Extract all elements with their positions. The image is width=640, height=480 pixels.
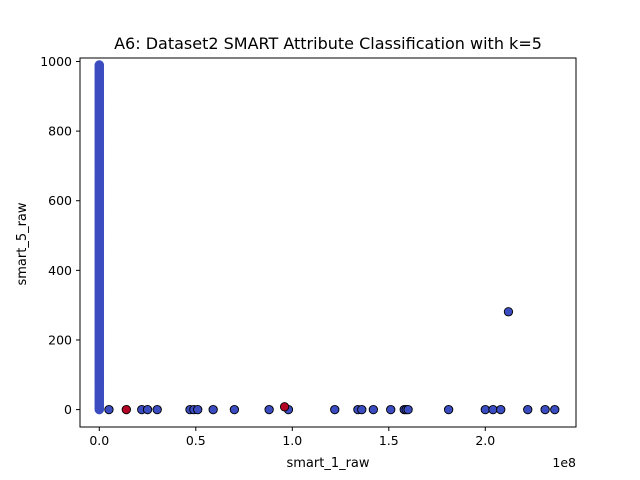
y-tick-label: 600 bbox=[48, 193, 72, 208]
y-tick-label: 1000 bbox=[40, 54, 72, 69]
y-tick-label: 200 bbox=[48, 332, 72, 347]
data-point bbox=[208, 404, 218, 415]
y-tick-label: 400 bbox=[48, 263, 72, 278]
chart-title: A6: Dataset2 SMART Attribute Classificat… bbox=[114, 34, 542, 53]
x-tick-label: 0.0 bbox=[89, 433, 109, 448]
data-point bbox=[523, 404, 533, 415]
axes-frame bbox=[79, 57, 577, 428]
data-point bbox=[121, 404, 131, 415]
data-point bbox=[480, 404, 490, 415]
data-point bbox=[503, 307, 514, 317]
data-point bbox=[443, 404, 454, 415]
data-point bbox=[142, 404, 153, 415]
data-point bbox=[94, 60, 105, 70]
x-tick-label: 0.5 bbox=[186, 433, 206, 448]
x-tick-label: 1.0 bbox=[282, 433, 302, 448]
x-axis-offset-text: 1e8 bbox=[552, 455, 576, 470]
data-point bbox=[229, 404, 240, 415]
y-axis-label: smart_5_raw bbox=[15, 202, 30, 285]
data-point bbox=[550, 404, 560, 415]
data-point bbox=[368, 404, 379, 415]
data-point bbox=[279, 402, 290, 412]
plot-area: 0.0 0.5 1.0 1.5 2.0 0 200 400 600 800 1000 bbox=[40, 54, 577, 448]
data-point bbox=[403, 404, 413, 415]
data-point bbox=[496, 404, 506, 415]
data-point bbox=[152, 404, 162, 415]
x-tick-label: 2.0 bbox=[475, 433, 495, 448]
data-point bbox=[357, 404, 367, 415]
data-point bbox=[386, 404, 396, 415]
data-point bbox=[540, 404, 550, 415]
data-point bbox=[488, 404, 498, 415]
data-point bbox=[264, 404, 274, 415]
y-tick-label: 0 bbox=[64, 402, 72, 417]
y-tick-label: 800 bbox=[48, 124, 72, 139]
x-tick-label: 1.5 bbox=[379, 433, 399, 448]
dense-point-column bbox=[94, 60, 105, 415]
data-point bbox=[330, 404, 340, 415]
x-axis-label: smart_1_raw bbox=[286, 456, 369, 471]
series-red bbox=[121, 402, 290, 415]
data-point bbox=[104, 404, 114, 415]
series-blue bbox=[104, 307, 560, 415]
data-point bbox=[193, 404, 203, 415]
